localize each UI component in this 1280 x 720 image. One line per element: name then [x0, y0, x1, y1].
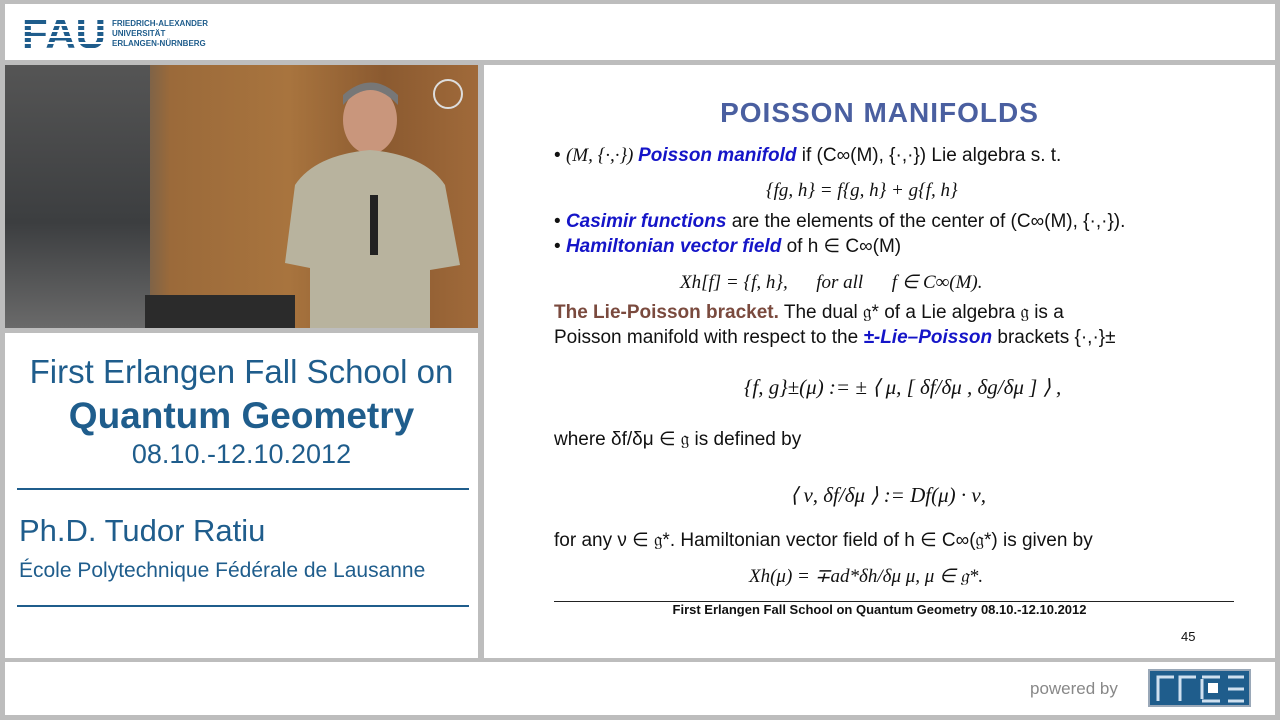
lie-poisson-line2: Poisson manifold with respect to the ±-L…	[554, 327, 1116, 348]
speaker-affiliation: École Polytechnique Fédérale de Lausanne	[19, 559, 426, 582]
header: FAU FRIEDRICH-ALEXANDER UNIVERSITÄT ERLA…	[5, 4, 1275, 60]
slide-footer-rule	[554, 601, 1234, 602]
slide-title: POISSON MANIFOLDS	[720, 97, 1039, 128]
event-dates: 08.10.-12.10.2012	[131, 439, 352, 469]
fau-logo: FAU FRIEDRICH-ALEXANDER UNIVERSITÄT ERLA…	[22, 10, 208, 57]
equation-hamiltonian: Xh[f] = {f, h}, for all f ∈ C∞(M).	[680, 272, 983, 293]
logo-line: ERLANGEN-NÜRNBERG	[112, 39, 206, 48]
where-text: where δf/δμ ∈ 𝔤 is defined by	[554, 429, 802, 450]
speaker-figure	[285, 82, 460, 328]
logo-line: FRIEDRICH-ALEXANDER	[112, 19, 208, 28]
event-title-line1: First Erlangen Fall School on	[29, 353, 454, 390]
divider	[17, 605, 469, 607]
slide-footer: First Erlangen Fall School on Quantum Ge…	[672, 602, 1087, 617]
speaker-name: Ph.D. Tudor Ratiu	[19, 513, 266, 548]
slide: POISSON MANIFOLDS • (M, {·,·}) Poisson m…	[484, 65, 1275, 658]
rrze-logo	[1148, 669, 1251, 707]
bullet-hamiltonian: • Hamiltonian vector field of h ∈ C∞(M)	[554, 236, 902, 257]
video-player[interactable]	[5, 65, 478, 328]
logo-line: UNIVERSITÄT	[112, 29, 166, 38]
for-any-text: for any ν ∈ 𝔤*. Hamiltonian vector field…	[554, 530, 1093, 551]
equation-derivative: ⟨ ν, δf/δμ ⟩ := Df(μ) · ν,	[790, 483, 986, 507]
powered-by-text: powered by	[1030, 679, 1118, 698]
equation-lie-poisson: {f, g}±(μ) := ± ⟨ μ, [ δf/δμ , δg/δμ ] ⟩…	[744, 375, 1062, 399]
seal-icon	[433, 79, 463, 109]
equation-leibniz: {fg, h} = f{g, h} + g{f, h}	[766, 180, 958, 201]
bullet-poisson-manifold: • (M, {·,·}) Poisson manifold if (C∞(M),…	[554, 145, 1062, 166]
bullet-casimir: • Casimir functions are the elements of …	[554, 211, 1126, 232]
lie-poisson-line1: The Lie-Poisson bracket. The dual 𝔤* of …	[554, 302, 1064, 323]
event-title-line2: Quantum Geometry	[68, 395, 415, 436]
slide-page-number: 45	[1181, 629, 1196, 644]
footer: powered by	[5, 662, 1275, 715]
equation-coadjoint: Xh(μ) = ∓ad*δh/δμ μ, μ ∈ 𝔤*.	[749, 566, 984, 587]
lecture-info-panel: First Erlangen Fall School on Quantum Ge…	[5, 333, 478, 658]
divider	[17, 488, 469, 490]
logo-mark: FAU	[22, 10, 106, 57]
